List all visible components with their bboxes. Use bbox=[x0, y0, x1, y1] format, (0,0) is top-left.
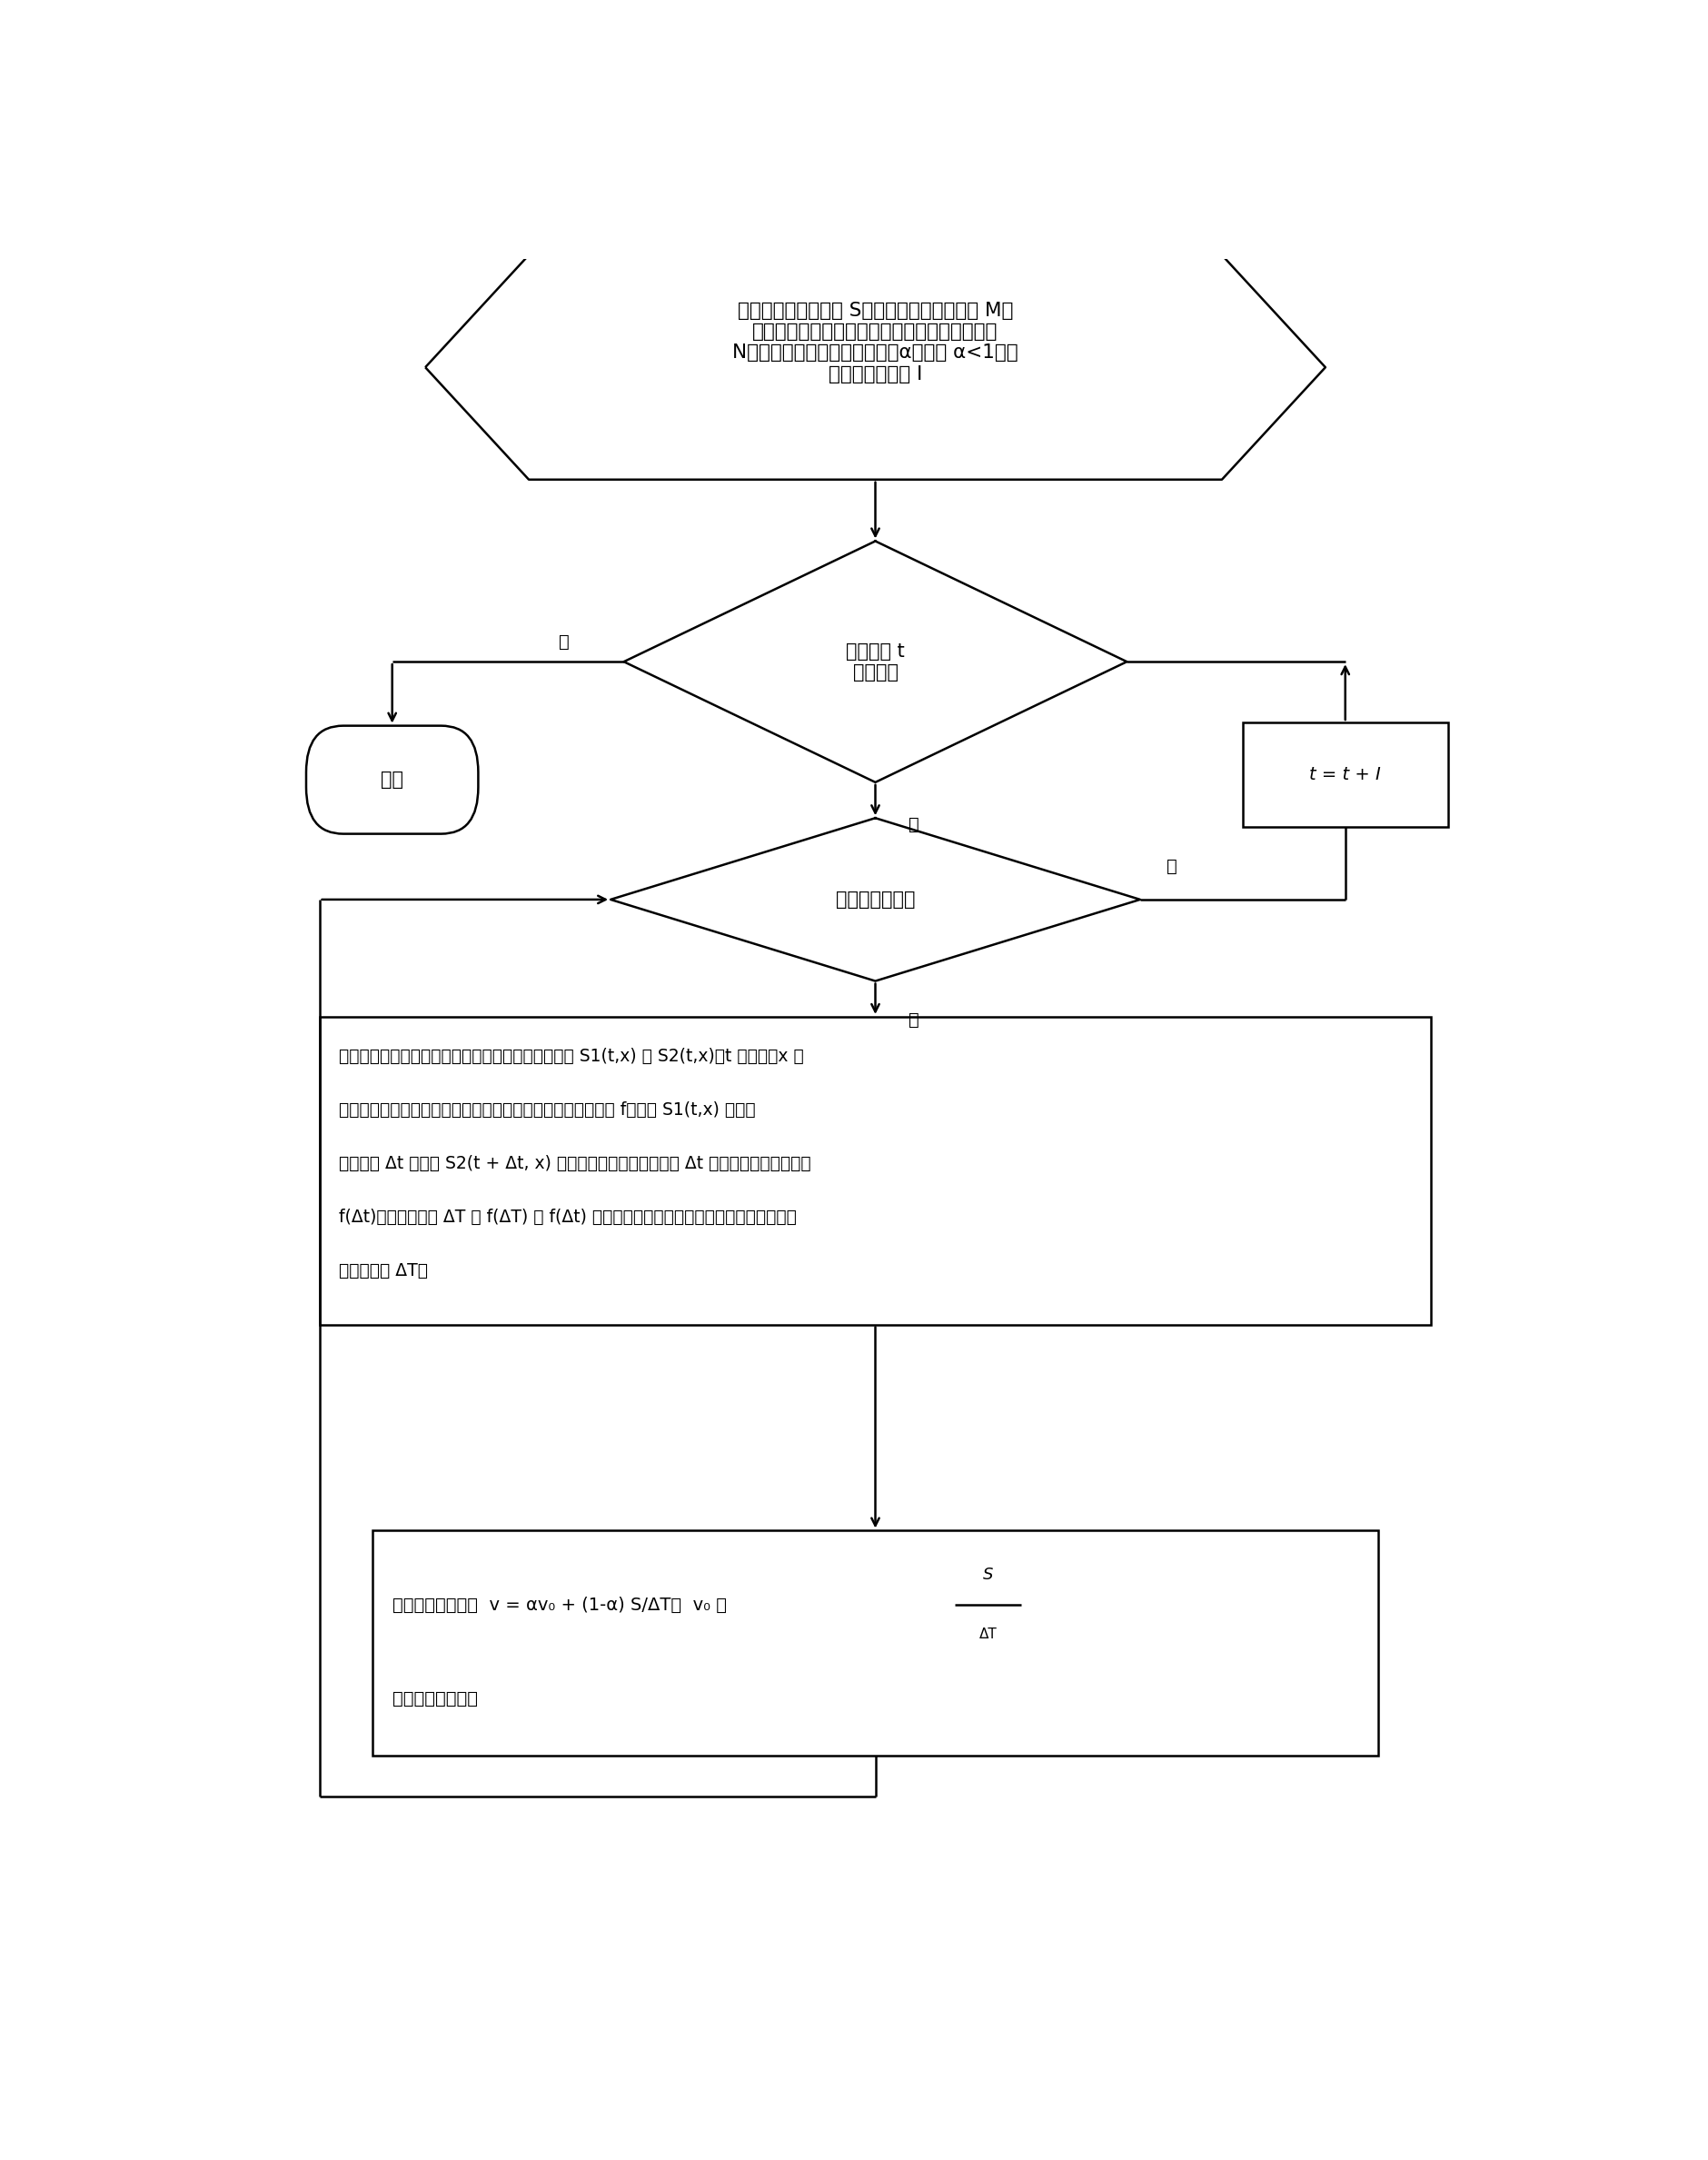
Text: 记由两架相机采集的棉流图象对应该子空间的子图为 S1(t,x) 和 S2(t,x)，t 为时间，x 为: 记由两架相机采集的棉流图象对应该子空间的子图为 S1(t,x) 和 S2(t,x… bbox=[340, 1048, 804, 1065]
Text: f(Δt)。设对应时延 ΔT 的 f(ΔT) 为 f(Δt) 曲线中的最大值，则棉流上同一点通过两架相: f(Δt)。设对应时延 ΔT 的 f(ΔT) 为 f(Δt) 曲线中的最大值，则… bbox=[340, 1207, 798, 1225]
Text: 不同时延 Δt 的图像 S2(t + Δt, x) 之间的相似性，得到一个随 Δt 变化的相似性度量曲线: 不同时延 Δt 的图像 S2(t + Δt, x) 之间的相似性，得到一个随 Δ… bbox=[340, 1156, 811, 1173]
Text: 当前速度估计为：  v = αv₀ + (1-α) S/ΔT，  v₀ 为: 当前速度估计为： v = αv₀ + (1-α) S/ΔT， v₀ 为 bbox=[393, 1596, 726, 1614]
Text: 前一时刻估计速度: 前一时刻估计速度 bbox=[393, 1691, 478, 1709]
Text: 输入相机检测点距离 S，相机的有效观测点数 M，
两架相机采集的棉流图象，设定图象划分子图数
N，设定非负的速度更新因子为α，满足 α<1，速
度分析时间间隔 : 输入相机检测点距离 S，相机的有效观测点数 M， 两架相机采集的棉流图象，设定图… bbox=[733, 302, 1018, 382]
Bar bbox=[372, 1531, 1378, 1756]
Text: 否: 否 bbox=[1167, 858, 1177, 875]
Text: 是: 是 bbox=[559, 633, 570, 650]
Bar bbox=[319, 1017, 1431, 1324]
Text: 结束: 结束 bbox=[381, 771, 403, 788]
Text: ΔT: ΔT bbox=[979, 1629, 997, 1642]
Text: 对应相机的棉流横截线的空间位置。构造一个图像相似性度量 f，计算 S1(t,x) 和对应: 对应相机的棉流横截线的空间位置。构造一个图像相似性度量 f，计算 S1(t,x)… bbox=[340, 1102, 757, 1119]
Text: 当前时刻 t
检测结束: 当前时刻 t 检测结束 bbox=[845, 642, 905, 680]
FancyBboxPatch shape bbox=[306, 726, 478, 834]
Text: S: S bbox=[982, 1566, 992, 1583]
Text: 是: 是 bbox=[909, 1011, 919, 1028]
Text: t = t + I: t = t + I bbox=[1310, 767, 1382, 784]
Text: 否: 否 bbox=[909, 816, 919, 834]
Text: 机的时延为 ΔT。: 机的时延为 ΔT。 bbox=[340, 1261, 429, 1279]
Bar bbox=[1243, 721, 1448, 827]
Text: 有子图未处理完: 有子图未处理完 bbox=[835, 890, 915, 909]
